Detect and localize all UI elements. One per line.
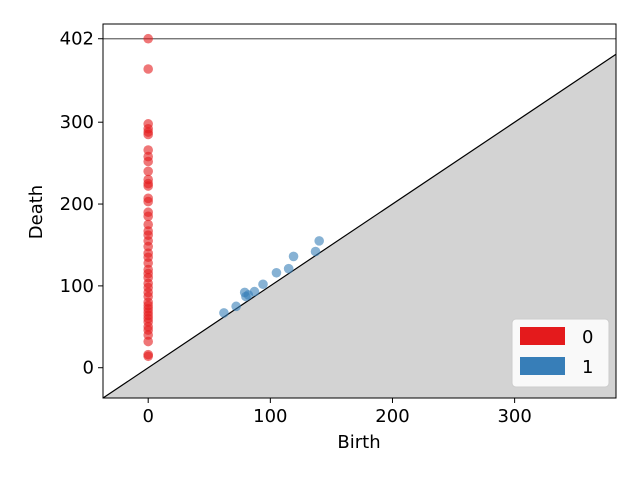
series-1 xyxy=(219,236,324,318)
x-tick-label: 100 xyxy=(253,406,287,427)
point-h0-42 xyxy=(143,336,153,347)
point-h1-10 xyxy=(310,246,321,257)
point-h1-1 xyxy=(231,301,241,312)
point-h0-1 xyxy=(143,64,153,74)
x-tick-label: 200 xyxy=(375,406,409,427)
point-h0-0 xyxy=(143,33,153,44)
axes-frame xyxy=(102,23,617,399)
x-tick-label: 0 xyxy=(142,406,153,427)
point-h1-8 xyxy=(283,263,294,274)
point-h1-9 xyxy=(288,251,299,262)
point-h1-0 xyxy=(219,308,229,318)
x-tick-label: 300 xyxy=(497,406,531,427)
legend-swatch-0 xyxy=(520,327,565,345)
y-tick-label: 300 xyxy=(60,112,94,133)
point-h1-6 xyxy=(258,279,268,290)
legend-swatch-1 xyxy=(520,357,565,375)
y-tick-label: 0 xyxy=(83,358,94,379)
point-h0-5 xyxy=(143,129,153,140)
x-axis-ticks: 0 100 200 300 xyxy=(142,398,532,427)
y-axis-label: Death xyxy=(26,185,47,239)
y-tick-label: 200 xyxy=(60,194,94,215)
plot-area xyxy=(102,23,617,399)
point-h0-14 xyxy=(143,196,153,207)
y-tick-label: 402 xyxy=(60,29,94,50)
point-h0-8 xyxy=(143,156,153,167)
point-h0-12 xyxy=(143,181,153,191)
y-axis-ticks: 0 100 200 300 402 xyxy=(60,29,103,379)
point-h1-5 xyxy=(249,286,260,297)
diagonal-line xyxy=(102,53,617,399)
legend-label-1: 1 xyxy=(582,357,593,378)
point-h1-11 xyxy=(314,236,324,246)
y-tick-label: 100 xyxy=(60,276,94,297)
series-0 xyxy=(143,33,153,362)
point-h0-16 xyxy=(143,211,153,222)
point-h0-9 xyxy=(143,166,153,177)
x-axis-label: Birth xyxy=(337,432,380,453)
point-h1-7 xyxy=(271,267,282,278)
point-h0-44 xyxy=(143,351,153,362)
legend: 01 xyxy=(511,318,610,388)
legend-label-0: 0 xyxy=(582,327,593,348)
